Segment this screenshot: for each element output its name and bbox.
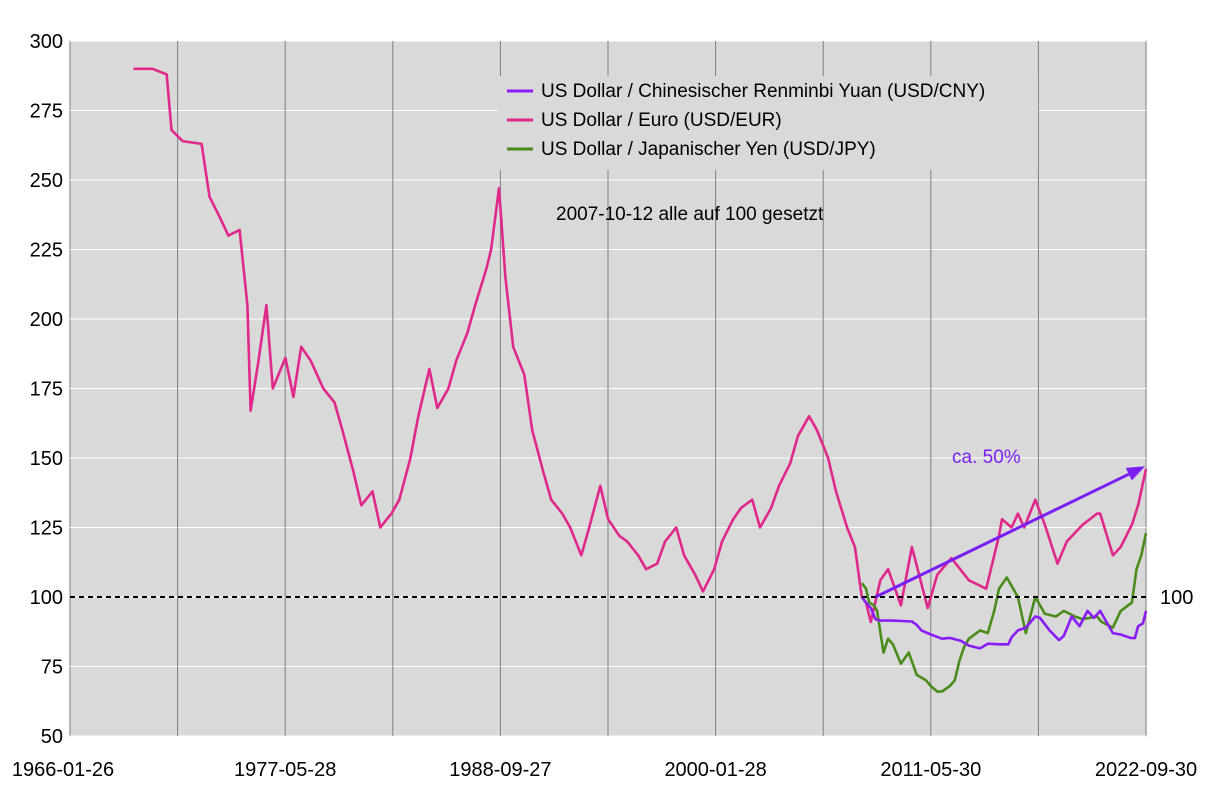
normalization-note: 2007-10-12 alle auf 100 gesetzt xyxy=(556,204,824,225)
series-line-1 xyxy=(133,67,1148,624)
y-axis: 50 75 100 125 150 175 200 225 250 275 300 xyxy=(30,31,63,748)
y-tick-label: 200 xyxy=(30,309,63,331)
annotation-arrow xyxy=(874,472,1130,599)
annotation-arrowhead xyxy=(1125,466,1145,481)
y-tick-label: 300 xyxy=(30,31,63,53)
y-tick-label: 125 xyxy=(30,518,63,540)
y-tick-label: 150 xyxy=(30,448,63,470)
x-tick-label: 1988-09-27 xyxy=(449,759,551,781)
series-layer xyxy=(133,67,1148,693)
legend: US Dollar / Chinesischer Renminbi Yuan (… xyxy=(498,76,1038,170)
legend-box xyxy=(498,76,1038,170)
annotation-label: ca. 50% xyxy=(952,447,1021,468)
legend-label: US Dollar / Euro (USD/EUR) xyxy=(541,110,782,131)
annotation-layer: ca. 50% xyxy=(874,447,1145,599)
y-tick-label: 50 xyxy=(41,726,63,748)
y-tick-label: 275 xyxy=(30,101,63,123)
y-tick-label: 250 xyxy=(30,170,63,192)
y-tick-label: 175 xyxy=(30,379,63,401)
y-tick-label: 100 xyxy=(30,587,63,609)
x-axis: 1966-01-26 1977-05-28 1988-09-27 2000-01-28… xyxy=(12,759,1197,781)
x-tick-label: 2022-09-30 xyxy=(1095,759,1197,781)
y-tick-label: 75 xyxy=(41,657,63,679)
x-tick-label: 1966-01-26 xyxy=(12,759,114,781)
legend-label: US Dollar / Chinesischer Renminbi Yuan (… xyxy=(541,81,985,102)
x-tick-label: 2011-05-30 xyxy=(880,759,981,781)
legend-label: US Dollar / Japanischer Yen (USD/JPY) xyxy=(541,139,876,160)
y-tick-label: 225 xyxy=(30,240,63,262)
series-line-0 xyxy=(860,596,1148,650)
reference-line-label: 100 xyxy=(1160,587,1193,609)
series-line-2 xyxy=(860,532,1148,693)
x-tick-label: 1977-05-28 xyxy=(234,759,336,781)
reference-layer: 100 xyxy=(70,587,1193,609)
x-tick-label: 2000-01-28 xyxy=(664,759,766,781)
